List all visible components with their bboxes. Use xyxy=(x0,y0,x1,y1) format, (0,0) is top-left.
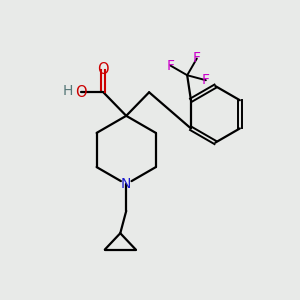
Text: N: N xyxy=(121,177,131,191)
Text: F: F xyxy=(193,52,201,65)
Text: F: F xyxy=(202,73,210,87)
Text: F: F xyxy=(167,58,175,73)
Text: O: O xyxy=(98,62,109,77)
Text: O: O xyxy=(75,85,87,100)
Text: H: H xyxy=(62,84,73,98)
